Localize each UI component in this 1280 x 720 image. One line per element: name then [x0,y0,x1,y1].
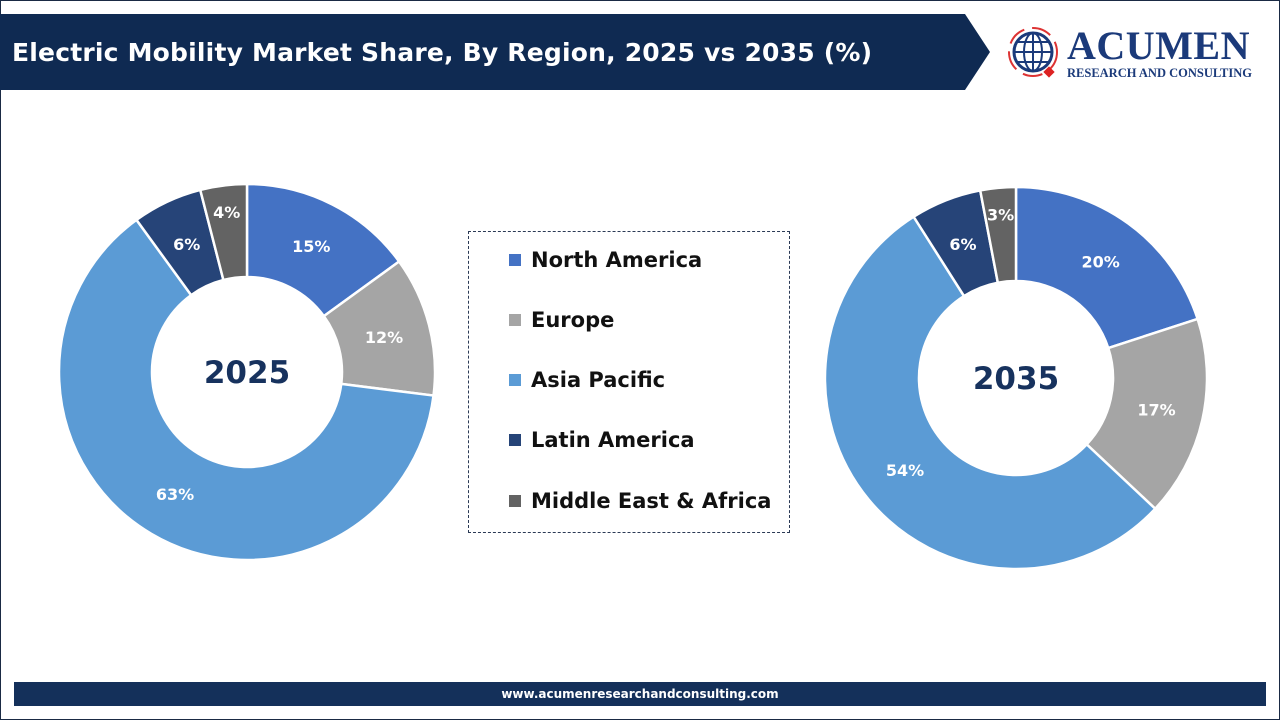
donut-slice-2035-asia-pacific [823,215,1157,571]
legend-label: Asia Pacific [531,368,666,392]
legend-item-latin-america: Latin America [509,428,695,452]
footer-url[interactable]: www.acumenresearchandconsulting.com [14,682,1266,706]
legend-item-north-america: North America [509,248,702,272]
donut-slice-2035-north-america [1014,185,1200,350]
donut-slice-2035-europe [1084,317,1209,511]
donut-slice-2025-middle-east-africa [198,182,249,282]
legend-item-middle-east-africa: Middle East & Africa [509,489,771,513]
globe-icon [1008,27,1058,78]
legend-item-asia-pacific: Asia Pacific [509,368,665,392]
data-label: 3% [987,206,1014,225]
data-label: 4% [213,203,240,222]
donut-center-label: 2025 [204,355,290,391]
legend-item-europe: Europe [509,308,614,332]
legend-swatch [509,495,521,507]
legend-swatch [509,434,521,446]
legend-label: Middle East & Africa [531,489,772,513]
legend-swatch [509,374,521,386]
logo-wordmark: ACUMEN [1067,23,1250,68]
chart-title: Electric Mobility Market Share, By Regio… [12,38,873,67]
data-label: 54% [886,461,924,480]
legend-label: North America [531,248,703,272]
data-label: 12% [365,328,403,347]
acumen-logo: ACUMEN RESEARCH AND CONSULTING [1005,22,1265,84]
data-label: 17% [1137,400,1175,419]
header-banner: Electric Mobility Market Share, By Regio… [0,14,990,90]
data-label: 15% [292,237,330,256]
data-label: 6% [173,235,200,254]
legend-label: Latin America [531,428,695,452]
donut-center-label: 2035 [973,361,1059,397]
legend: North America Europe Asia Pacific Latin … [468,231,790,533]
header-banner-shape [0,14,990,90]
logo-subtitle: RESEARCH AND CONSULTING [1067,66,1252,80]
legend-swatch [509,314,521,326]
donut-slice-2025-asia-pacific [57,218,435,562]
legend-swatch [509,254,521,266]
data-label: 20% [1081,253,1119,272]
legend-label: Europe [531,308,615,332]
donut-slice-2035-middle-east-africa [978,185,1018,285]
data-label: 6% [949,235,976,254]
data-label: 63% [156,485,194,504]
